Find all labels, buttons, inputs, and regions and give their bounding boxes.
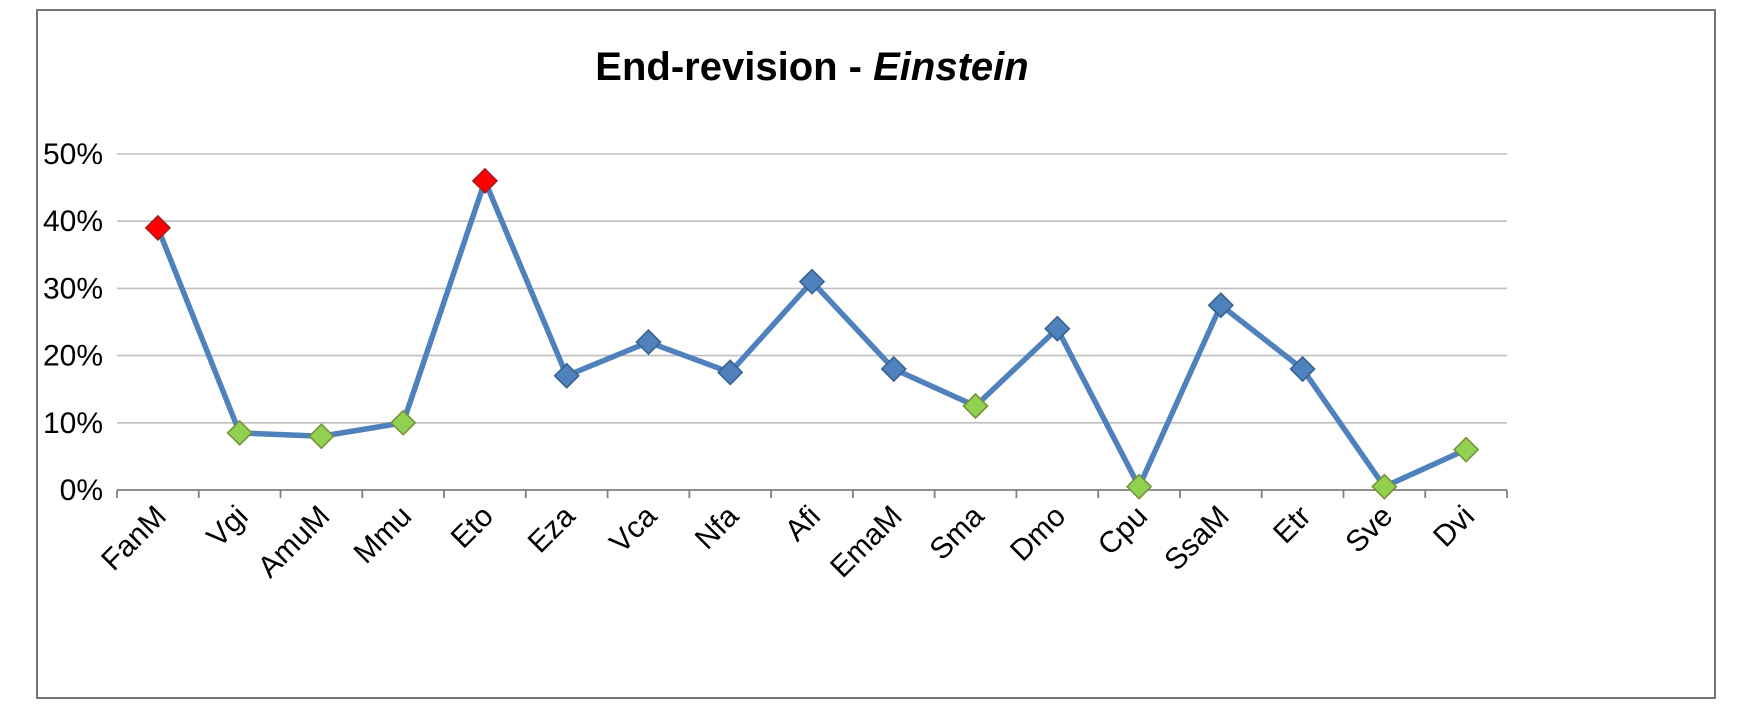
chart-title: End-revision - Einstein xyxy=(117,45,1507,90)
data-point-Afi xyxy=(798,268,826,295)
x-tick-label: Dvi xyxy=(1427,500,1481,554)
data-point-Vca xyxy=(635,329,662,356)
y-tick-label: 40% xyxy=(43,205,103,238)
data-point-Dvi xyxy=(1452,436,1480,463)
data-line xyxy=(155,178,1469,490)
x-tick-label: Eto xyxy=(445,500,500,555)
data-point-Sve xyxy=(1371,473,1398,500)
data-point-EmaM xyxy=(880,355,907,383)
data-point-Dmo xyxy=(1044,315,1071,342)
data-point-Eto xyxy=(471,167,499,195)
x-tick-label: Dmo xyxy=(1004,500,1072,568)
data-point-Sma xyxy=(962,392,989,420)
data-point-Cpu xyxy=(1125,473,1153,500)
chart-title-prefix: End-revision - xyxy=(595,45,874,89)
x-tick-label: Nfa xyxy=(689,499,746,556)
x-tick-label: Vca xyxy=(604,499,664,559)
y-tick-label: 10% xyxy=(43,407,103,440)
data-point-Eza xyxy=(553,362,580,389)
data-point-Mmu xyxy=(390,409,417,436)
x-tick-label: Mmu xyxy=(348,500,418,570)
x-tick-label: FanM xyxy=(95,500,173,578)
data-point-AmuM xyxy=(308,423,335,450)
x-tick-label: Sma xyxy=(924,499,991,566)
data-point-SsaM xyxy=(1207,292,1234,319)
x-tick-label: Etr xyxy=(1267,500,1317,550)
chart-title-emphasis: Einstein xyxy=(873,45,1029,89)
data-point-FanM xyxy=(144,214,172,242)
y-tick-label: 30% xyxy=(43,272,103,305)
x-tick-label: Eza xyxy=(522,499,582,559)
data-point-Nfa xyxy=(717,359,744,386)
x-tick-label: Vgi xyxy=(201,500,255,554)
chart-frame: End-revision - Einstein 0% 10% 20% 30% 40% 50… xyxy=(36,9,1716,699)
x-tick-label: Afi xyxy=(779,500,827,548)
x-tick-label: EmaM xyxy=(824,500,909,585)
x-tick-label: Sve xyxy=(1339,500,1399,560)
data-point-Etr xyxy=(1289,355,1316,383)
y-tick-label: 50% xyxy=(43,138,103,171)
data-point-Vgi xyxy=(226,419,253,447)
x-tick-label: SsaM xyxy=(1158,500,1236,578)
x-tick-label: Cpu xyxy=(1092,500,1154,562)
y-tick-label: 20% xyxy=(43,340,103,373)
x-tick-label: AmuM xyxy=(252,500,337,585)
y-tick-label: 0% xyxy=(60,474,103,507)
